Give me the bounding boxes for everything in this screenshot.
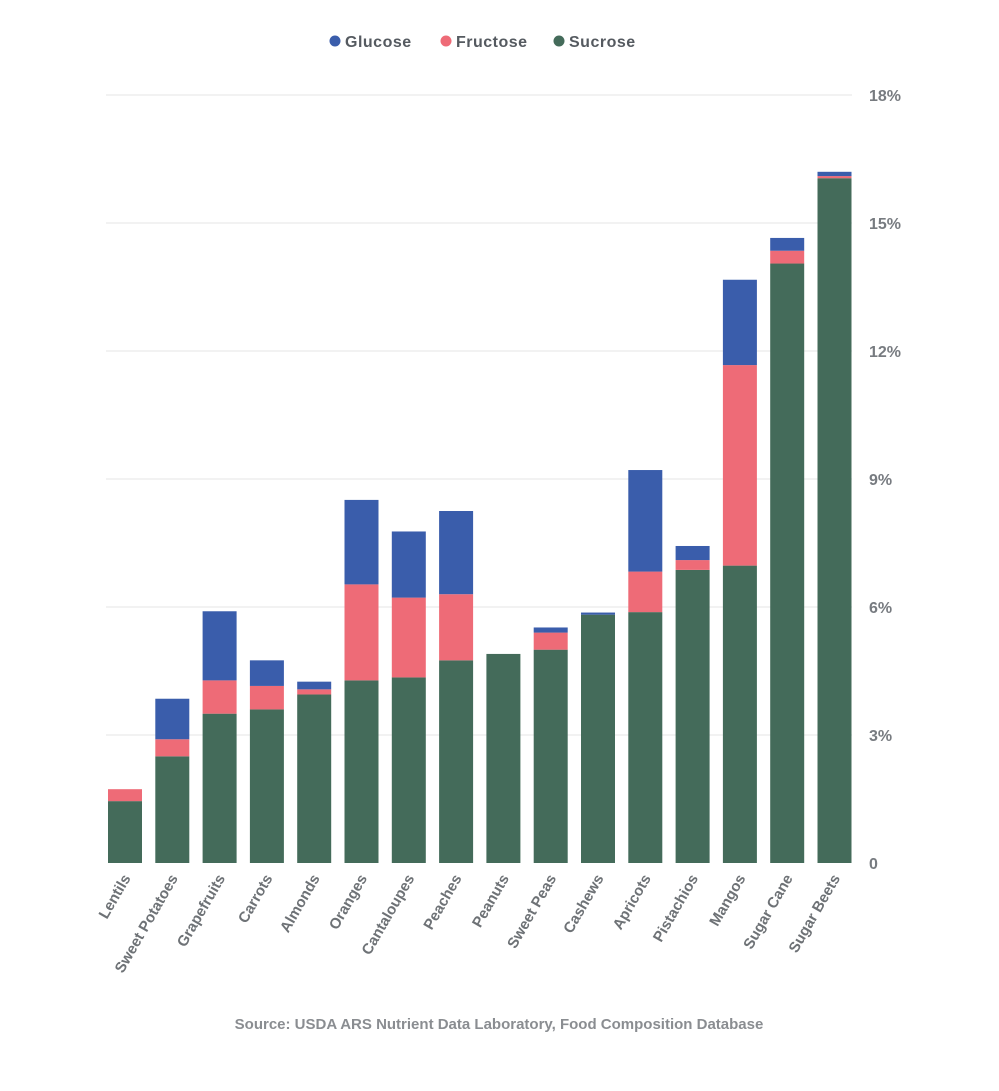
bar-fructose-peaches	[439, 594, 474, 661]
bar-group-oranges	[344, 499, 379, 863]
bar-sucrose-sugar-beets	[817, 178, 852, 863]
bar-fructose-mangos	[722, 365, 757, 566]
bar-fructose-apricots	[628, 571, 663, 613]
bar-glucose-sweet-peas	[533, 627, 568, 633]
bar-glucose-sugar-cane	[770, 237, 805, 251]
bar-fructose-almonds	[297, 689, 332, 695]
bar-fructose-grapefruits	[202, 680, 237, 714]
bar-sucrose-peaches	[439, 660, 474, 863]
bar-group-carrots	[249, 660, 284, 863]
x-tick-label: Cashews	[560, 872, 607, 937]
y-tick-label: 9%	[869, 472, 892, 489]
legend-item-fructose: Fructose	[440, 34, 528, 51]
bar-glucose-pistachios	[675, 545, 710, 561]
bar-glucose-almonds	[297, 681, 332, 690]
bar-sucrose-carrots	[249, 709, 284, 863]
y-tick-label: 12%	[869, 344, 901, 361]
x-tick-label: Sweet Peas	[504, 872, 560, 952]
bar-sucrose-almonds	[297, 694, 332, 863]
bar-sucrose-oranges	[344, 680, 379, 863]
bar-group-sugar-cane	[770, 237, 805, 863]
x-tick-label: Peaches	[420, 872, 465, 933]
bar-sucrose-cantaloupes	[391, 677, 426, 863]
bar-glucose-grapefruits	[202, 611, 237, 681]
bar-sucrose-peanuts	[486, 653, 521, 863]
x-tick-label: Peanuts	[469, 872, 513, 931]
bar-group-cashews	[581, 612, 615, 863]
bar-fructose-sweet-potatoes	[155, 739, 190, 757]
x-tick-label: Lentils	[96, 872, 135, 922]
bar-group-peaches	[439, 511, 474, 863]
bar-fructose-sugar-beets	[817, 176, 852, 179]
x-tick-label: Pistachios	[650, 872, 702, 945]
y-tick-label: 3%	[869, 728, 892, 745]
bar-group-grapefruits	[202, 611, 237, 863]
bar-glucose-peaches	[439, 511, 474, 595]
bar-sucrose-sugar-cane	[770, 263, 805, 863]
legend-swatch	[553, 35, 565, 47]
bar-glucose-cantaloupes	[391, 531, 426, 598]
bar-group-pistachios	[675, 545, 710, 863]
bar-sucrose-pistachios	[675, 569, 710, 863]
bar-fructose-sweet-peas	[533, 632, 568, 650]
legend-label: Sucrose	[569, 34, 636, 51]
bar-glucose-sugar-beets	[817, 171, 852, 177]
x-tick-label: Mangos	[706, 872, 749, 930]
bar-glucose-carrots	[249, 660, 284, 686]
y-tick-label: 6%	[869, 600, 892, 617]
legend-label: Glucose	[345, 34, 412, 51]
bar-sucrose-cashews	[581, 614, 615, 863]
bar-group-sweet-potatoes	[155, 698, 190, 863]
y-tick-label: 15%	[869, 216, 901, 233]
legend-label: Fructose	[456, 34, 528, 51]
x-tick-label: Grapefruits	[174, 872, 229, 951]
bar-sucrose-mangos	[722, 565, 757, 863]
legend-item-sucrose: Sucrose	[553, 34, 636, 51]
bar-fructose-cantaloupes	[391, 597, 426, 678]
bar-fructose-carrots	[249, 685, 284, 710]
bar-glucose-mangos	[722, 279, 757, 366]
bar-sucrose-apricots	[628, 612, 663, 863]
bar-group-almonds	[297, 681, 332, 863]
y-axis-ticks: 0 3% 6% 9% 12% 15% 18%	[869, 88, 901, 873]
bar-group-apricots	[628, 470, 663, 863]
bar-fructose-oranges	[344, 584, 379, 681]
bar-glucose-sweet-potatoes	[155, 698, 190, 740]
bar-fructose-sugar-cane	[770, 250, 805, 264]
bar-fructose-lentils	[108, 789, 142, 802]
bar-sucrose-lentils	[108, 801, 142, 863]
source-note: Source: USDA ARS Nutrient Data Laborator…	[235, 1016, 764, 1033]
bar-glucose-cashews	[581, 612, 615, 615]
bar-group-mangos	[722, 279, 757, 863]
x-tick-label: Almonds	[277, 872, 324, 936]
legend-swatch	[440, 35, 452, 47]
x-tick-label: Oranges	[326, 872, 371, 933]
bars	[108, 171, 852, 863]
x-tick-label: Apricots	[610, 872, 655, 933]
legend-swatch	[329, 35, 341, 47]
x-tick-label: Carrots	[235, 872, 276, 927]
y-tick-label: 0	[869, 856, 878, 873]
legend: Glucose Fructose Sucrose	[329, 34, 636, 51]
bar-sucrose-grapefruits	[202, 713, 237, 863]
bar-fructose-pistachios	[675, 560, 710, 570]
bar-group-peanuts	[486, 653, 521, 863]
bar-glucose-apricots	[628, 470, 663, 572]
y-tick-label: 18%	[869, 88, 901, 105]
bar-group-sugar-beets	[817, 171, 852, 863]
bar-sucrose-sweet-potatoes	[155, 756, 190, 863]
x-tick-label: Sugar Cane	[740, 872, 796, 953]
legend-item-glucose: Glucose	[329, 34, 412, 51]
bar-group-lentils	[108, 789, 142, 863]
bar-glucose-oranges	[344, 499, 379, 585]
bar-sucrose-sweet-peas	[533, 649, 568, 863]
bar-group-sweet-peas	[533, 627, 568, 863]
bar-group-cantaloupes	[391, 531, 426, 863]
